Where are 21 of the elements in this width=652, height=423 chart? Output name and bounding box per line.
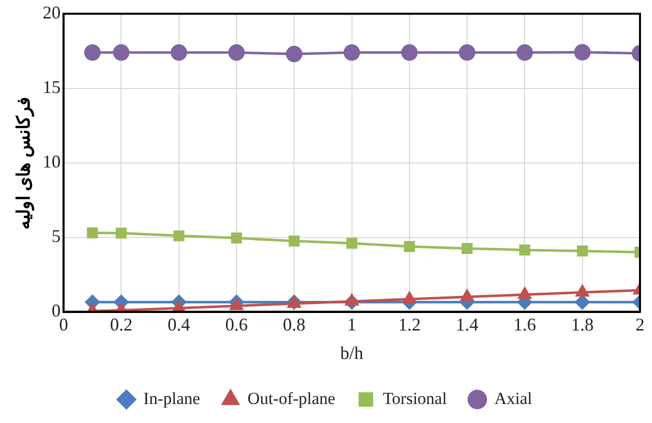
- x-tick-label: 2: [636, 314, 644, 334]
- y-tick-label: 20: [42, 2, 61, 23]
- x-axis-title: b/h: [340, 342, 364, 363]
- x-tick-label: 1.8: [571, 314, 594, 334]
- x-tick-label: 1: [347, 314, 356, 334]
- y-tick-label: 0: [52, 300, 61, 321]
- y-axis-title: فرکانس های اولیه: [13, 96, 34, 230]
- y-tick-label: 15: [42, 77, 61, 98]
- x-tick-label: 1.6: [513, 314, 536, 334]
- x-tick-label: 0.4: [168, 314, 190, 334]
- x-tick-label: 0.6: [225, 314, 248, 334]
- x-tick-label: 1.4: [456, 314, 478, 334]
- y-tick-label: 10: [42, 152, 61, 172]
- legend-label: Axial: [494, 388, 532, 408]
- x-tick-label: 0.8: [282, 314, 306, 334]
- legend-label: Torsional: [382, 388, 448, 408]
- x-tick-label: 0.2: [110, 314, 132, 334]
- y-tick-label: 5: [52, 226, 61, 246]
- x-tick-label: 1.2: [398, 314, 421, 334]
- legend-label: Out-of-plane: [248, 388, 336, 408]
- legend-label: In-plane: [143, 388, 200, 408]
